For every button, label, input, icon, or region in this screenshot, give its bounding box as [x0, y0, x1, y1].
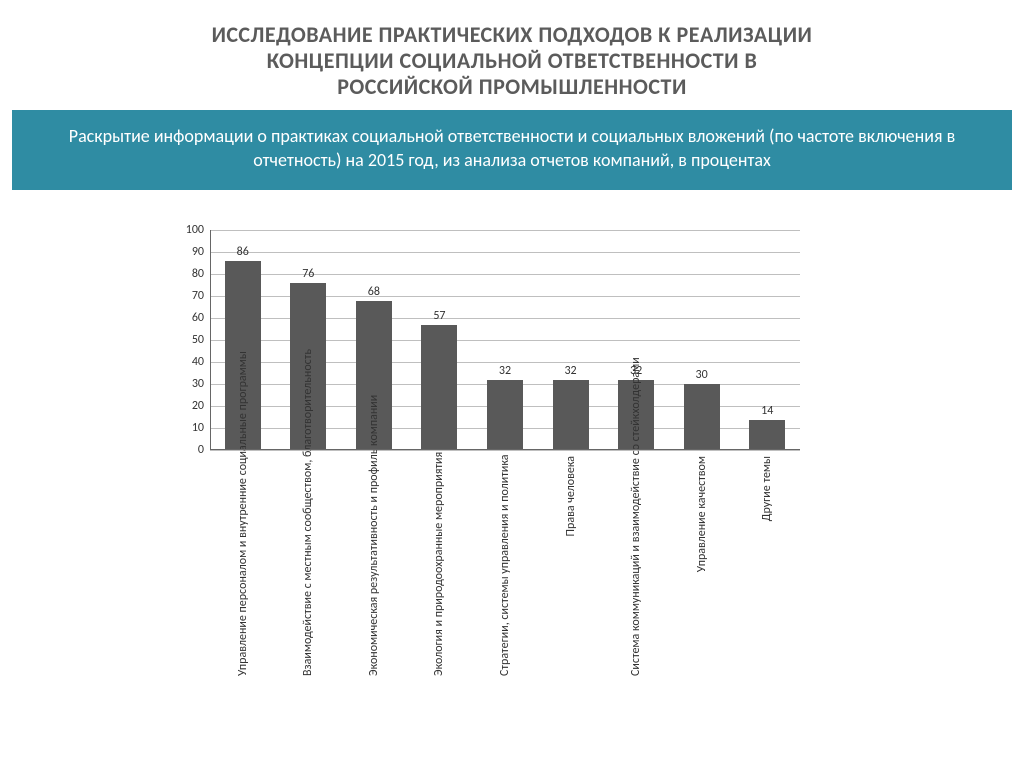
bar-slot: 32Стратегии, системы управления и полити… [472, 230, 538, 450]
bars-group: 86Управление персоналом и внутренние соц… [210, 230, 800, 450]
y-tick-label: 20 [192, 399, 210, 413]
bar-value-label: 68 [368, 285, 380, 299]
bar-value-label: 76 [302, 267, 314, 281]
y-axis-line [210, 230, 211, 450]
bar-slot: 68Экономическая результативность и профи… [341, 230, 407, 450]
bar-slot: 14Другие темы [734, 230, 800, 450]
bar: 32 [553, 380, 589, 450]
subtitle-box: Раскрытие информации о практиках социаль… [12, 110, 1012, 191]
bar-chart: 86 Управление персоналом и внутренние соц… [162, 220, 862, 690]
title-line-2: КОНЦЕПЦИИ СОЦИАЛЬНОЙ ОТВЕТСТВЕННОСТИ В [40, 48, 984, 74]
bar: 30 [684, 384, 720, 450]
x-tick-label: Взаимодействие с местным сообществом, бл… [301, 450, 315, 676]
slide-title: ИССЛЕДОВАНИЕ ПРАКТИЧЕСКИХ ПОДХОДОВ К РЕА… [0, 0, 1024, 106]
title-line-3: РОССИЙСКОЙ ПРОМЫШЛЕННОСТИ [40, 74, 984, 100]
x-tick-label: Стратегии, системы управления и политика [498, 450, 512, 676]
bar-slot: 86Управление персоналом и внутренние соц… [210, 230, 276, 450]
x-tick-label: Экология и природоохранные мероприятия [432, 450, 446, 676]
y-tick-label: 60 [192, 311, 210, 325]
bar-slot: 76Взаимодействие с местным сообществом, … [276, 230, 342, 450]
bar-value-label: 30 [696, 368, 708, 382]
title-line-1: ИССЛЕДОВАНИЕ ПРАКТИЧЕСКИХ ПОДХОДОВ К РЕА… [40, 22, 984, 48]
x-tick-label: Другие темы [760, 450, 774, 676]
x-tick-label: Права человека [564, 450, 578, 676]
plot-area: 86Управление персоналом и внутренние соц… [210, 230, 800, 450]
bar: 57 [421, 325, 457, 450]
y-tick-label: 40 [192, 355, 210, 369]
x-tick-label: Управление персоналом и внутренние социа… [236, 450, 250, 676]
x-axis-line [210, 449, 800, 450]
bar-slot: 30Управление качеством [669, 230, 735, 450]
bar: 14 [749, 420, 785, 451]
bar-slot: 57Экология и природоохранные мероприятия [407, 230, 473, 450]
y-tick-label: 70 [192, 289, 210, 303]
y-tick-label: 90 [192, 245, 210, 259]
subtitle-text: Раскрытие информации о практиках социаль… [69, 125, 955, 171]
y-tick-label: 50 [192, 333, 210, 347]
bar-value-label: 32 [499, 364, 511, 378]
y-tick-label: 100 [186, 223, 210, 237]
slide: ИССЛЕДОВАНИЕ ПРАКТИЧЕСКИХ ПОДХОДОВ К РЕА… [0, 0, 1024, 768]
y-tick-label: 10 [192, 421, 210, 435]
y-tick-label: 0 [198, 443, 210, 457]
bar-value-label: 86 [237, 245, 249, 259]
bar-slot: 32Права человека [538, 230, 604, 450]
bar: 32 [487, 380, 523, 450]
bar-value-label: 57 [433, 309, 445, 323]
y-tick-label: 30 [192, 377, 210, 391]
y-tick-label: 80 [192, 267, 210, 281]
x-tick-label: Управление качеством [695, 450, 709, 676]
bar-value-label: 32 [564, 364, 576, 378]
x-tick-label: Экономическая результативность и профиль… [367, 450, 381, 676]
bar-value-label: 14 [761, 404, 773, 418]
bar-slot: 32Система коммуникаций и взаимодействие … [603, 230, 669, 450]
x-tick-label: Система коммуникаций и взаимодействие со… [629, 450, 643, 676]
